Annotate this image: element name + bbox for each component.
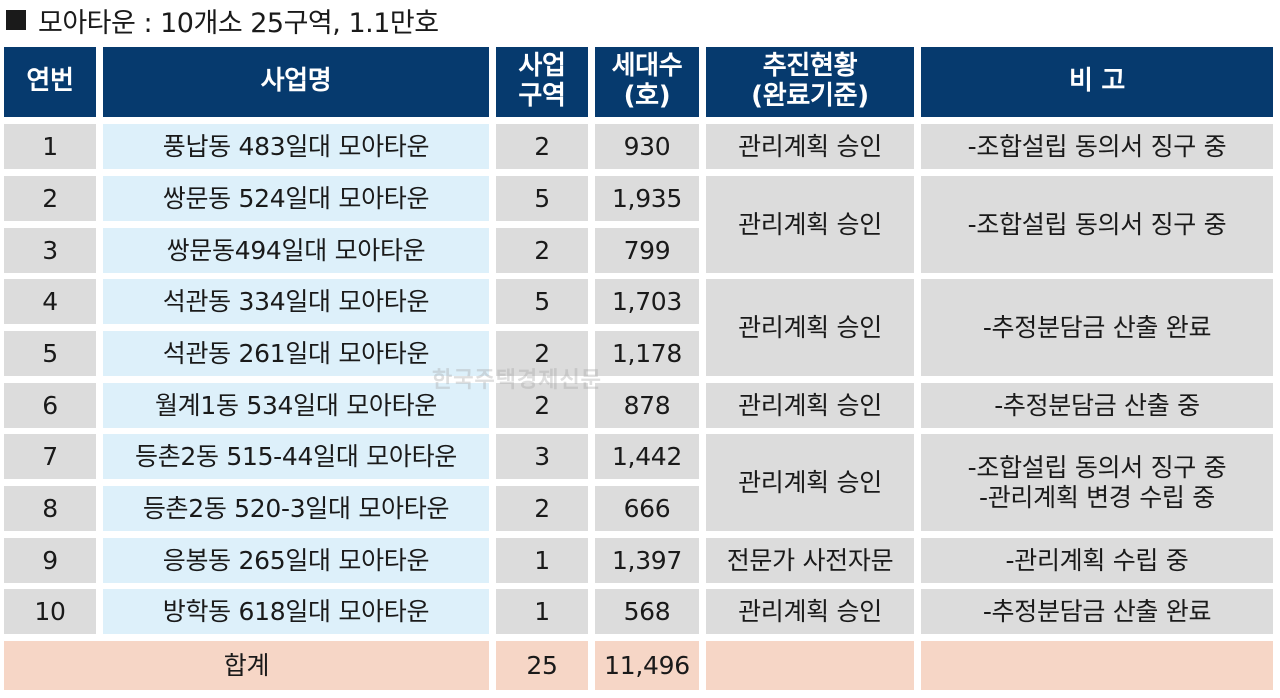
row-10-zones: 1 [496, 589, 588, 634]
group-5-status: 관리계획 승인 [706, 434, 914, 531]
row-7-no: 7 [4, 434, 96, 479]
row-6-households: 878 [595, 383, 699, 428]
row-5-zones: 2 [496, 331, 588, 376]
group-3-remark: -추정분담금 산출 완료 [921, 279, 1273, 376]
group-2-status: 관리계획 승인 [706, 176, 914, 273]
row-2-name: 쌍문동 524일대 모아타운 [103, 176, 489, 221]
group-7-remark: -추정분담금 산출 완료 [921, 589, 1273, 634]
square-bullet-icon [6, 10, 26, 30]
total-zones: 25 [496, 641, 588, 690]
group-1-status: 관리계획 승인 [706, 124, 914, 169]
row-1-no: 1 [4, 124, 96, 169]
group-4-status: 관리계획 승인 [706, 383, 914, 428]
row-2-zones: 5 [496, 176, 588, 221]
group-6-status: 전문가 사전자문 [706, 538, 914, 583]
row-8-name: 등촌2동 520-3일대 모아타운 [103, 486, 489, 531]
group-4-remark: -추정분담금 산출 중 [921, 383, 1273, 428]
row-5-no: 5 [4, 331, 96, 376]
header-remark: 비 고 [921, 47, 1273, 117]
row-9-no: 9 [4, 538, 96, 583]
row-3-no: 3 [4, 228, 96, 273]
row-6-no: 6 [4, 383, 96, 428]
total-households: 11,496 [595, 641, 699, 690]
group-5-remark: -조합설립 동의서 징구 중 -관리계획 변경 수립 중 [921, 434, 1273, 531]
row-4-no: 4 [4, 279, 96, 324]
header-no: 연번 [4, 47, 96, 117]
header-zones: 사업 구역 [496, 47, 588, 117]
group-3-status: 관리계획 승인 [706, 279, 914, 376]
group-1-remark: -조합설립 동의서 징구 중 [921, 124, 1273, 169]
title-text: 모아타운 : 10개소 25구역, 1.1만호 [38, 7, 439, 39]
row-9-households: 1,397 [595, 538, 699, 583]
row-8-zones: 2 [496, 486, 588, 531]
row-2-households: 1,935 [595, 176, 699, 221]
group-7-status: 관리계획 승인 [706, 589, 914, 634]
row-8-households: 666 [595, 486, 699, 531]
row-6-name: 월계1동 534일대 모아타운 [103, 383, 489, 428]
row-8-no: 8 [4, 486, 96, 531]
row-1-zones: 2 [496, 124, 588, 169]
row-10-no: 10 [4, 589, 96, 634]
row-2-no: 2 [4, 176, 96, 221]
total-remark [921, 641, 1273, 690]
row-5-households: 1,178 [595, 331, 699, 376]
total-status [706, 641, 914, 690]
row-4-zones: 5 [496, 279, 588, 324]
row-1-households: 930 [595, 124, 699, 169]
row-7-name: 등촌2동 515-44일대 모아타운 [103, 434, 489, 479]
row-10-households: 568 [595, 589, 699, 634]
header-name: 사업명 [103, 47, 489, 117]
header-status: 추진현황 (완료기준) [706, 47, 914, 117]
page-title: 모아타운 : 10개소 25구역, 1.1만호 [6, 0, 439, 40]
row-1-name: 풍납동 483일대 모아타운 [103, 124, 489, 169]
row-3-households: 799 [595, 228, 699, 273]
row-10-name: 방학동 618일대 모아타운 [103, 589, 489, 634]
row-3-zones: 2 [496, 228, 588, 273]
row-5-name: 석관동 261일대 모아타운 [103, 331, 489, 376]
row-4-households: 1,703 [595, 279, 699, 324]
row-4-name: 석관동 334일대 모아타운 [103, 279, 489, 324]
header-households: 세대수 (호) [595, 47, 699, 117]
row-9-name: 응봉동 265일대 모아타운 [103, 538, 489, 583]
row-3-name: 쌍문동494일대 모아타운 [103, 228, 489, 273]
row-7-zones: 3 [496, 434, 588, 479]
row-9-zones: 1 [496, 538, 588, 583]
row-7-households: 1,442 [595, 434, 699, 479]
row-6-zones: 2 [496, 383, 588, 428]
group-6-remark: -관리계획 수립 중 [921, 538, 1273, 583]
total-label: 합계 [4, 641, 489, 690]
group-2-remark: -조합설립 동의서 징구 중 [921, 176, 1273, 273]
